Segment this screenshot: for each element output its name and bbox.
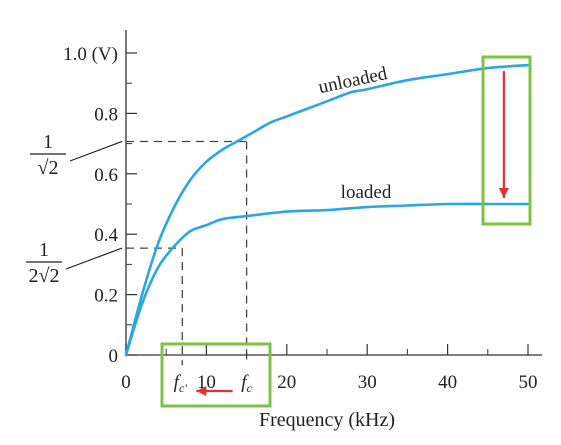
series-line-unloaded	[124, 63, 530, 357]
y-tick-label: 0	[109, 346, 119, 367]
series-layer	[124, 63, 530, 357]
series-line-loaded	[124, 202, 530, 357]
x-tick-label: 50	[519, 372, 538, 393]
arrow-output-drop-head	[498, 188, 509, 198]
fraction-unloaded-level-numerator: 1	[43, 131, 53, 153]
reference-dashed-lines	[126, 140, 248, 365]
highlight-box-output-drop	[481, 55, 532, 226]
x-tick-label: 20	[277, 372, 296, 393]
fraction-unloaded-level-denominator: √2	[38, 157, 59, 179]
fraction-loaded-level-denominator: 2√2	[29, 265, 60, 287]
x-tick-label: 30	[358, 372, 377, 393]
y-tick-label: 1.0 (V)	[63, 44, 118, 65]
x-tick-label: 0	[121, 372, 131, 393]
fraction-loaded-level-numerator: 1	[39, 239, 49, 261]
label-fc: fc	[241, 372, 252, 395]
y-tick-label: 0.8	[94, 104, 118, 125]
x-tick-label: 10	[197, 372, 216, 393]
annotations-layer: 1√212√2fc' fc	[26, 55, 532, 408]
label-fc-prime: fc'	[174, 372, 188, 395]
x-axis-title: Frequency (kHz)	[259, 409, 395, 431]
fraction-loaded-level-leader	[65, 247, 123, 270]
arrow-cutoff-shift	[196, 386, 233, 396]
highlight-box-cutoff	[160, 342, 272, 408]
arrow-cutoff-shift-head	[196, 386, 207, 396]
fraction-unloaded-level: 1√2	[30, 131, 123, 179]
series-label-loaded: loaded	[341, 182, 392, 203]
x-tick-label: 40	[438, 372, 457, 393]
y-tick-label: 0.2	[94, 286, 118, 307]
y-tick-label: 0.6	[94, 165, 118, 186]
axes: 0 10 20 30 40 50 0 0.2 0.4 0.6 0.8 1.0 (V)	[63, 30, 542, 393]
fraction-loaded-level: 12√2	[26, 239, 123, 287]
fraction-unloaded-level-leader	[69, 140, 123, 162]
y-tick-label: 0.4	[94, 225, 118, 246]
arrow-output-drop	[498, 71, 509, 198]
